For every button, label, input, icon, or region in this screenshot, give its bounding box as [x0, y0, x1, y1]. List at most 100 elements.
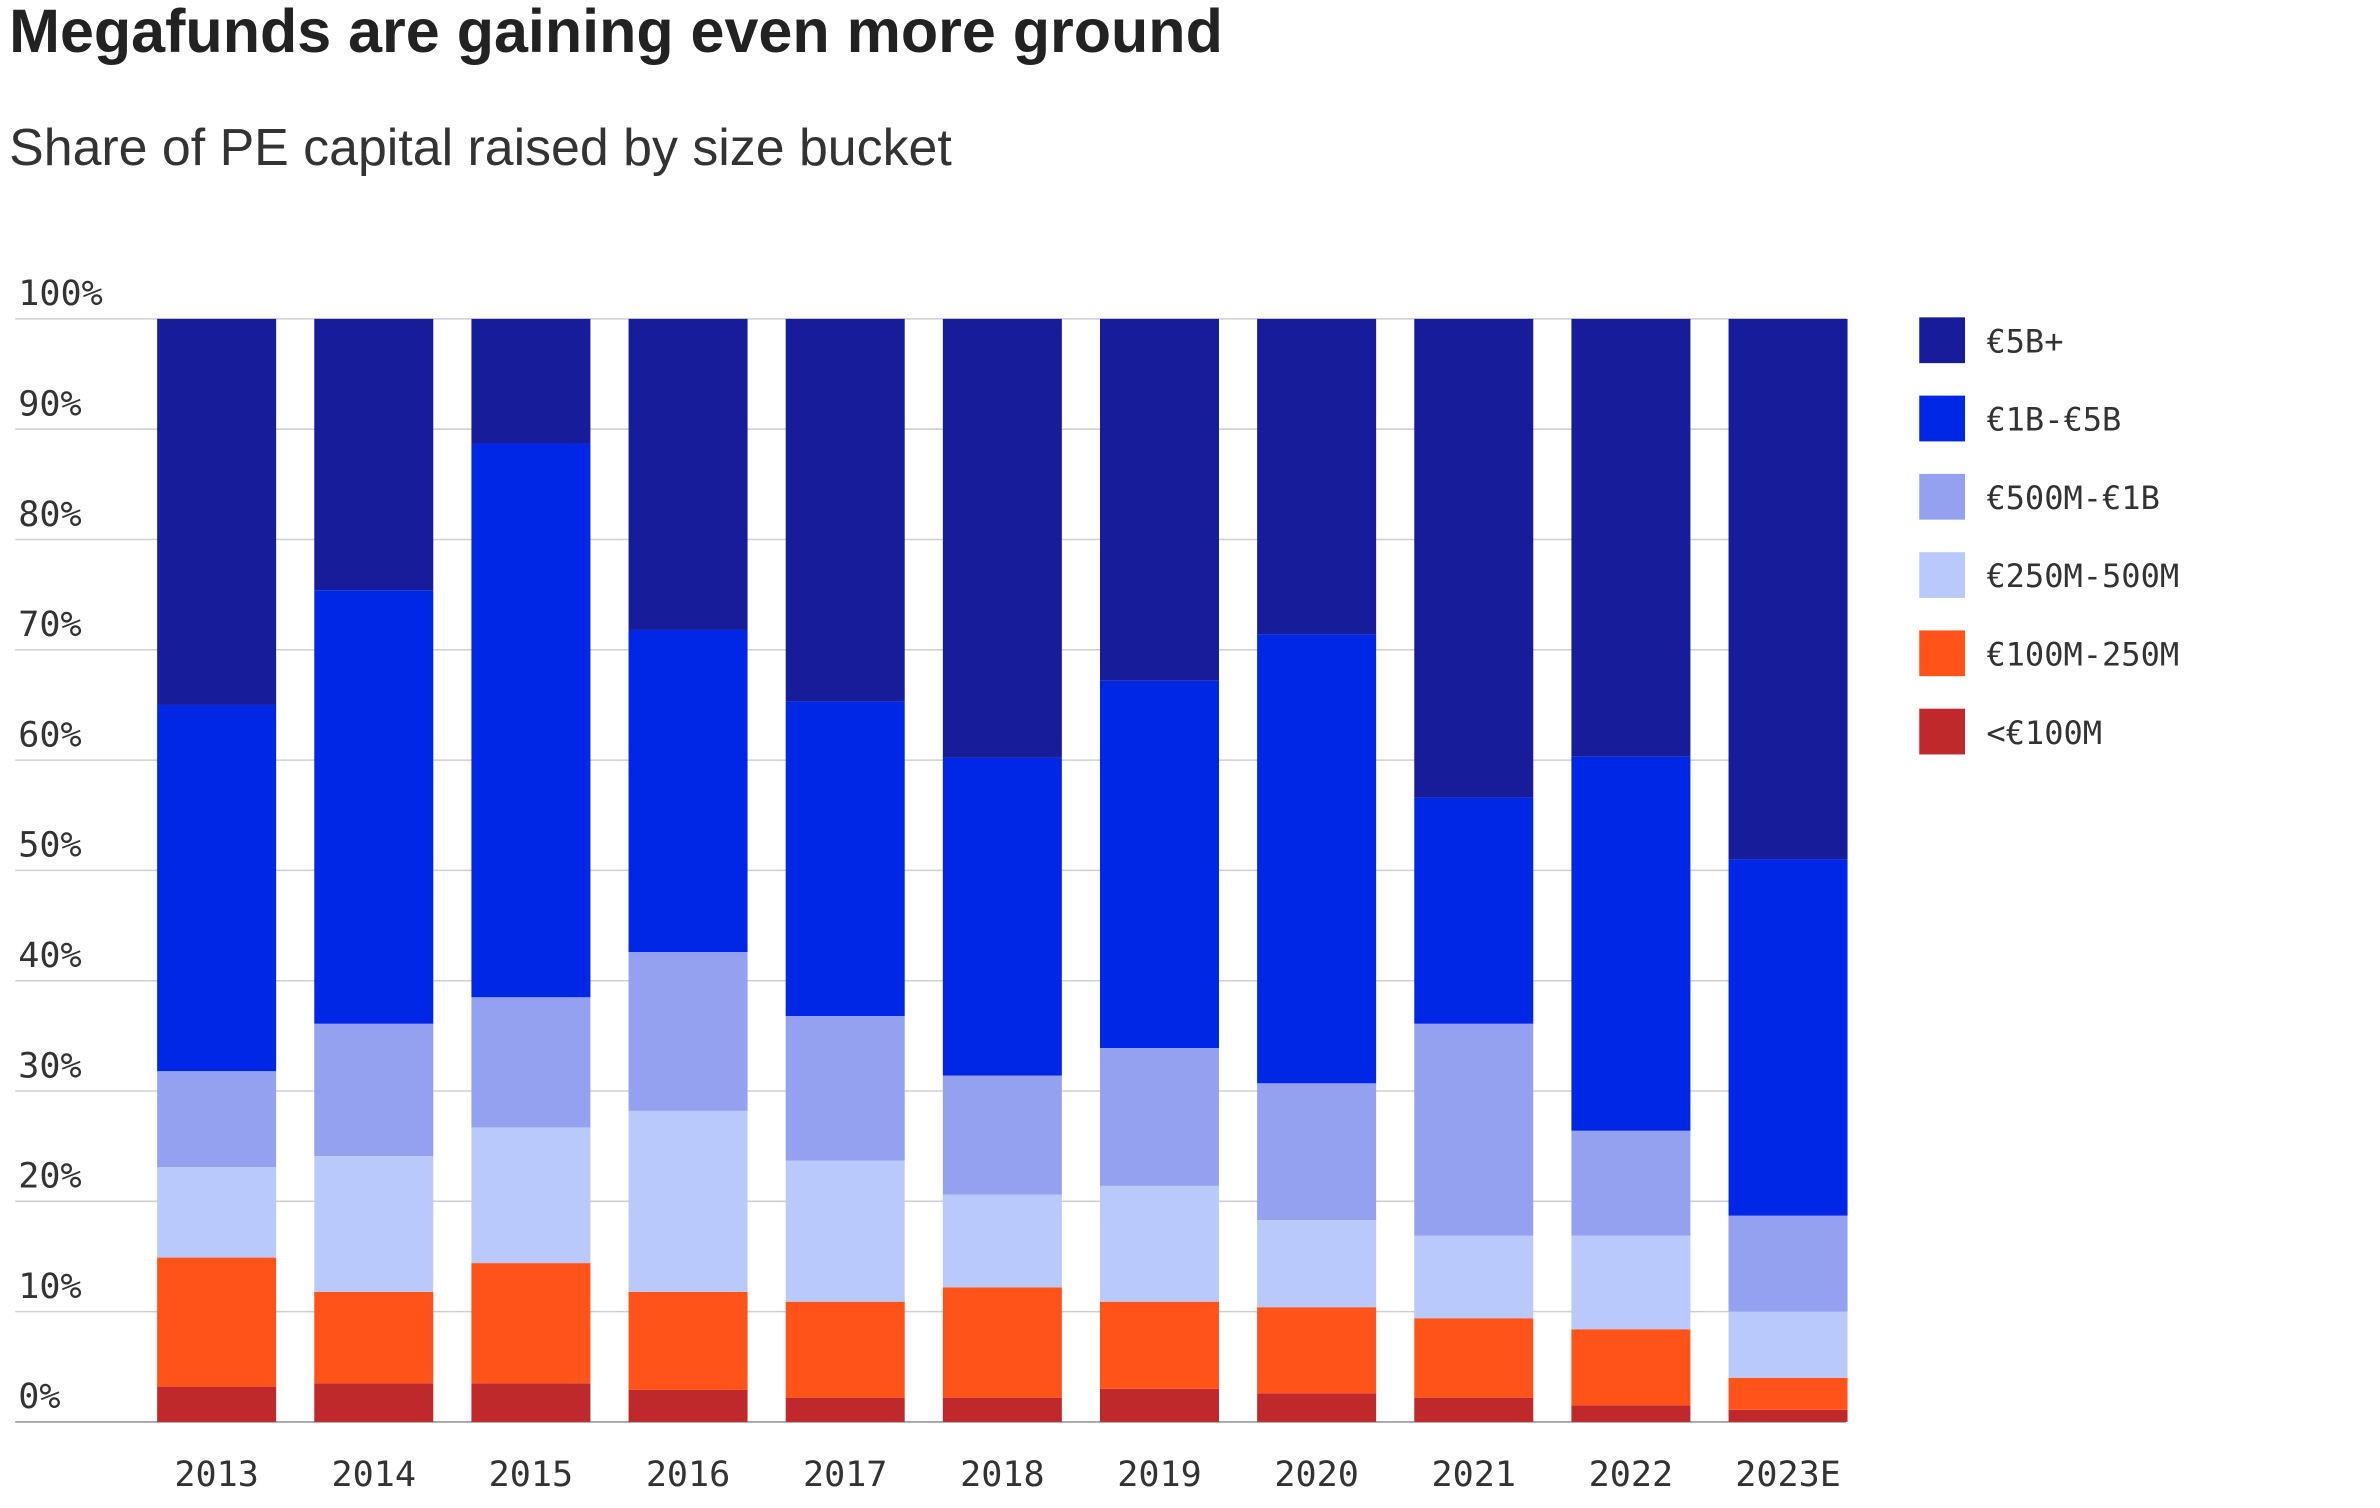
chart-title: Megafunds are gaining even more ground	[9, 0, 1223, 65]
bar-segment	[785, 318, 905, 702]
x-tick-label: 2017	[803, 1454, 887, 1495]
legend-swatch	[1919, 708, 1966, 755]
bar-segment	[785, 1016, 905, 1161]
bar-segment	[471, 997, 591, 1128]
legend-label: €5B+	[1986, 322, 2063, 360]
x-tick-label: 2014	[332, 1454, 416, 1495]
bar-segment	[942, 1287, 1062, 1398]
bar-segment	[1414, 797, 1534, 1024]
bar-segment	[628, 629, 748, 953]
x-tick-label: 2022	[1589, 1454, 1673, 1495]
x-tick-label: 2020	[1274, 1454, 1358, 1495]
bar-segment	[628, 952, 748, 1111]
legend-swatch	[1919, 552, 1966, 598]
y-tick-label: 0%	[18, 1376, 60, 1417]
bar-segment	[1728, 318, 1848, 860]
bar-segment	[1571, 1130, 1691, 1236]
bar-segment	[1099, 680, 1219, 1048]
bar-segment	[942, 757, 1062, 1076]
legend: €5B+ €1B-€5B €500M-€1B €250M-500M €100M-250M…	[1919, 317, 2179, 755]
chart-subtitle: Share of PE capital raised by size bucke…	[9, 118, 952, 176]
bar-segment	[314, 318, 434, 591]
bar-segment	[157, 318, 277, 705]
x-tick-label: 2015	[489, 1454, 573, 1495]
bar-segment	[157, 704, 277, 1072]
bar-segment	[1571, 1405, 1691, 1422]
bar-segment	[942, 1397, 1062, 1422]
legend-item: €500M-€1B	[1919, 473, 2160, 520]
bar-segment	[628, 1291, 748, 1390]
bar-segment	[1099, 1185, 1219, 1302]
legend-label: €250M-500M	[1986, 557, 2179, 595]
bar-segment	[1728, 1215, 1848, 1312]
bar-segment	[1414, 318, 1534, 798]
y-tick-label: 100%	[18, 273, 102, 314]
bar-segment	[471, 443, 591, 998]
y-tick-label: 80%	[18, 494, 81, 535]
bar-segment	[1257, 1393, 1377, 1422]
bar-segment	[1728, 859, 1848, 1216]
bar-segment	[1571, 1329, 1691, 1406]
x-tick-label: 2019	[1117, 1454, 1201, 1495]
bar-segment	[1099, 1047, 1219, 1186]
x-tick-label: 2023E	[1735, 1454, 1841, 1495]
bar-segment	[1414, 1318, 1534, 1398]
y-tick-label: 40%	[18, 935, 81, 976]
bar-segment	[1257, 1307, 1377, 1394]
bar-segment	[785, 1301, 905, 1398]
y-tick-label: 70%	[18, 604, 81, 645]
x-tick-label: 2016	[646, 1454, 730, 1495]
bar-segment	[157, 1257, 277, 1387]
x-tick-label: 2018	[960, 1454, 1044, 1495]
y-tick-label: 20%	[18, 1156, 81, 1197]
bar-segment	[1571, 1235, 1691, 1330]
y-tick-label: 90%	[18, 383, 81, 424]
bar-segment	[314, 1291, 434, 1384]
legend-swatch	[1919, 317, 1966, 364]
bar-segment	[785, 1160, 905, 1302]
bar-segment	[628, 1389, 748, 1422]
bar-segment	[628, 1110, 748, 1292]
y-tick-label: 30%	[18, 1045, 81, 1086]
bar-segment	[1099, 1301, 1219, 1389]
bar-segment	[1257, 1220, 1377, 1308]
bar-segment	[157, 1386, 277, 1422]
gridlines	[15, 318, 1847, 1423]
bar-segment	[471, 318, 591, 444]
legend-swatch	[1919, 395, 1966, 442]
legend-label: €1B-€5B	[1986, 401, 2121, 439]
bar-segment	[942, 1075, 1062, 1195]
legend-item: <€100M	[1919, 708, 2102, 755]
bar-segment	[785, 701, 905, 1017]
bar-segment	[1571, 318, 1691, 757]
bar-segment	[1414, 1397, 1534, 1422]
legend-label: €100M-250M	[1986, 636, 2179, 674]
bars	[157, 318, 1848, 1422]
bar-segment	[314, 1383, 434, 1422]
bar-segment	[1414, 1235, 1534, 1319]
bar-segment	[314, 590, 434, 1024]
bar-segment	[785, 1397, 905, 1422]
legend-label: <€100M	[1986, 714, 2102, 752]
x-tick-label: 2013	[174, 1454, 258, 1495]
bar-segment	[628, 318, 748, 630]
bar-segment	[471, 1383, 591, 1422]
bar-segment	[1728, 1311, 1848, 1378]
bar-segment	[314, 1023, 434, 1157]
legend-swatch	[1919, 630, 1966, 677]
legend-item: €250M-500M	[1919, 552, 2179, 598]
x-axis: 2013 2014 2015 2016 2017 2018 2019 2020 2021 2022…	[174, 1454, 1840, 1495]
bar-segment	[1257, 634, 1377, 1084]
bar-segment	[471, 1263, 591, 1384]
bar-segment	[1099, 318, 1219, 681]
legend-swatch	[1919, 473, 1966, 520]
bar-segment	[1099, 1388, 1219, 1422]
y-tick-label: 60%	[18, 714, 81, 755]
bar-segment	[1728, 1377, 1848, 1410]
legend-item: €5B+	[1919, 317, 2063, 364]
legend-item: €1B-€5B	[1919, 395, 2121, 442]
legend-label: €500M-€1B	[1986, 479, 2159, 517]
y-tick-label: 50%	[18, 825, 81, 866]
legend-item: €100M-250M	[1919, 630, 2179, 677]
